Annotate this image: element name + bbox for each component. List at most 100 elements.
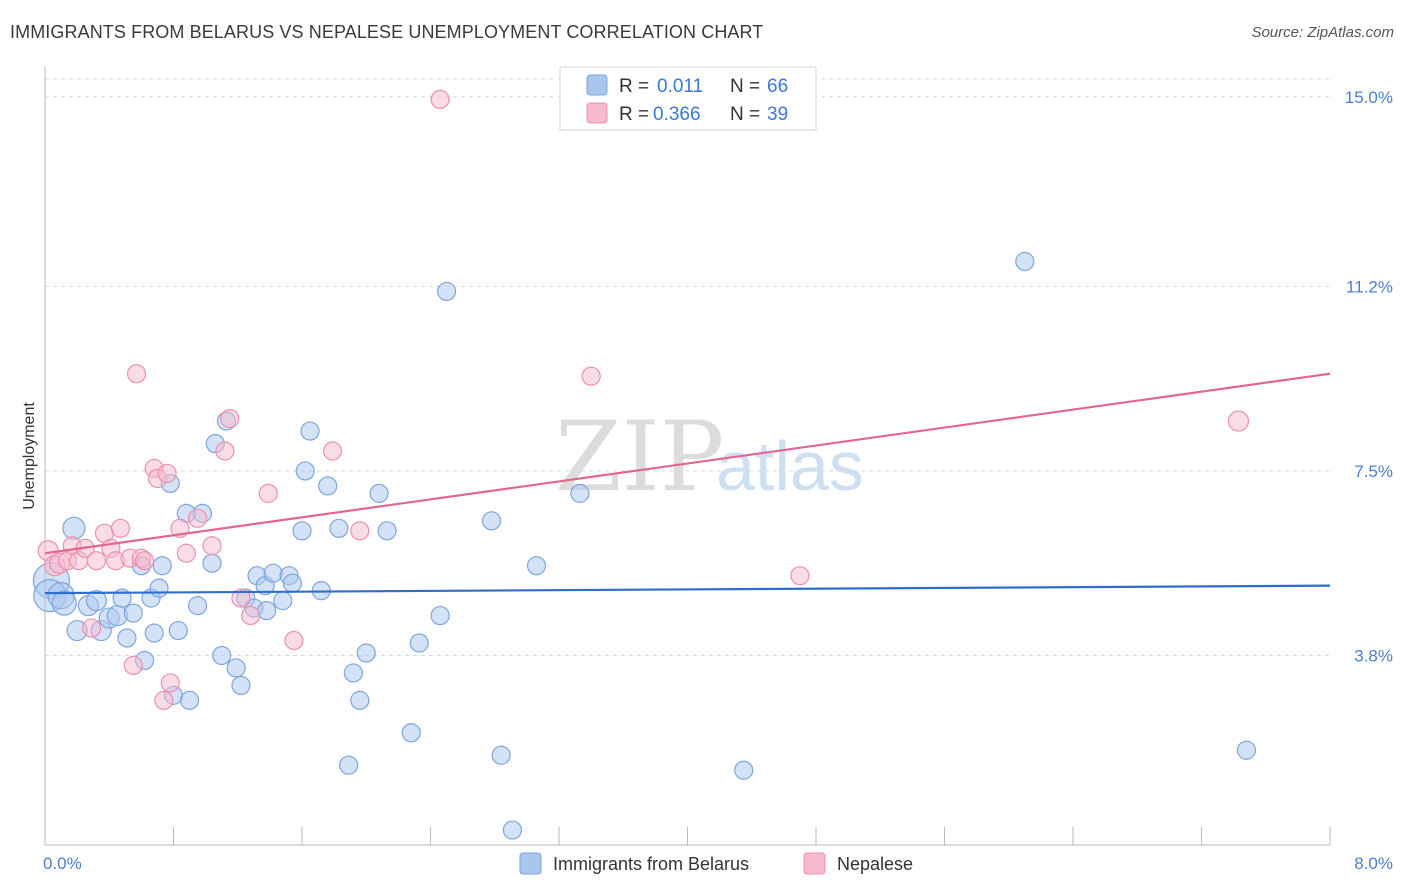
point-belarus-37 (257, 600, 277, 621)
point-nepalese-31 (258, 483, 278, 503)
legend-n-label-belarus: N = (730, 76, 760, 97)
point-belarus-64 (1015, 251, 1035, 272)
point-belarus-12 (117, 628, 137, 648)
point-nepalese-22 (160, 673, 180, 693)
point-belarus-39 (273, 591, 293, 611)
point-belarus-32 (231, 675, 251, 696)
point-belarus-18 (149, 578, 169, 598)
legend-n-label-nepalese: N = (730, 104, 760, 125)
point-belarus-50 (350, 690, 370, 710)
legend-swatch-nepalese (586, 102, 608, 124)
point-belarus-56 (430, 605, 450, 626)
point-belarus-55 (409, 633, 429, 653)
point-belarus-53 (377, 521, 397, 541)
point-nepalese-8 (86, 551, 107, 571)
point-belarus-47 (329, 518, 349, 538)
point-belarus-31 (226, 658, 246, 678)
point-belarus-13 (123, 603, 143, 623)
point-belarus-3 (51, 590, 77, 616)
x-tick-labels: 0.0% 8.0% (43, 854, 1393, 873)
point-belarus-27 (202, 553, 222, 573)
point-belarus-29 (212, 645, 232, 666)
point-belarus-49 (343, 663, 363, 683)
point-belarus-57 (436, 281, 457, 302)
watermark-atlas: atlas (716, 427, 864, 505)
y-tick-label-3: 15.0% (1345, 88, 1393, 107)
point-nepalese-29 (231, 588, 251, 608)
point-nepalese-33 (322, 441, 343, 461)
point-belarus-58 (481, 511, 502, 531)
legend-r-label-nepalese: R = (619, 104, 649, 125)
legend-r-label-belarus: R = (619, 76, 649, 97)
point-nepalese-35 (430, 89, 450, 110)
point-nepalese-24 (176, 543, 196, 563)
point-nepalese-38 (1227, 410, 1250, 432)
chart-title: IMMIGRANTS FROM BELARUS VS NEPALESE UNEM… (10, 22, 764, 42)
point-belarus-17 (144, 623, 164, 643)
point-belarus-25 (187, 596, 208, 616)
series-nepalese-points (37, 89, 1250, 710)
legend-swatch-belarus (586, 74, 608, 96)
point-nepalese-14 (123, 655, 143, 676)
axes (44, 67, 1331, 846)
point-belarus-19 (152, 556, 172, 576)
legend-n-value-belarus: 66 (767, 76, 788, 97)
legend-r-value-nepalese: 0.366 (653, 104, 701, 125)
point-belarus-38 (263, 563, 283, 583)
bottom-legend-swatch-nepalese (803, 852, 826, 875)
point-nepalese-36 (581, 366, 601, 386)
point-belarus-4 (62, 516, 86, 540)
point-belarus-43 (295, 461, 315, 481)
y-tick-label-0: 3.8% (1354, 646, 1393, 665)
point-nepalese-25 (187, 508, 208, 528)
point-belarus-62 (570, 483, 590, 503)
grid-lines (45, 78, 1330, 656)
point-belarus-60 (502, 820, 523, 840)
point-belarus-48 (338, 755, 359, 775)
point-nepalese-20 (154, 690, 174, 710)
y-tick-labels: 3.8% 7.5% 11.2% 15.0% (1345, 88, 1393, 666)
point-belarus-54 (401, 723, 421, 743)
point-belarus-61 (526, 556, 547, 576)
bottom-legend: Immigrants from Belarus Nepalese (519, 852, 913, 875)
point-nepalese-27 (215, 441, 235, 461)
point-nepalese-15 (126, 364, 147, 384)
point-nepalese-37 (790, 566, 810, 586)
legend-n-value-nepalese: 39 (767, 104, 788, 125)
point-belarus-42 (292, 521, 312, 541)
point-belarus-44 (300, 421, 320, 441)
point-belarus-59 (491, 745, 511, 765)
x-tick-label-1: 8.0% (1354, 854, 1393, 873)
point-belarus-24 (179, 690, 200, 710)
top-legend: R = 0.011 N = 66 R = 0.366 N = 39 (559, 66, 817, 131)
x-tick-label-0: 0.0% (43, 854, 82, 873)
watermark: ZIP atlas (555, 401, 864, 513)
point-belarus-41 (282, 573, 302, 593)
bottom-legend-label-nepalese: Nepalese (837, 854, 913, 874)
y-tick-label-2: 11.2% (1346, 277, 1393, 296)
bottom-legend-label-belarus: Immigrants from Belarus (553, 854, 749, 874)
point-nepalese-12 (110, 518, 131, 538)
trend-line-belarus (44, 584, 1331, 595)
point-nepalese-17 (134, 551, 155, 571)
point-belarus-7 (85, 590, 108, 612)
point-belarus-51 (356, 643, 376, 663)
legend-r-value-belarus: 0.011 (657, 76, 703, 97)
bottom-legend-swatch-belarus (519, 852, 542, 875)
point-nepalese-7 (81, 618, 102, 638)
point-nepalese-28 (220, 408, 240, 429)
trend-line-nepalese (44, 372, 1331, 555)
point-belarus-22 (168, 620, 188, 641)
source-label: Source: ZipAtlas.com (1251, 24, 1394, 41)
trend-lines (44, 372, 1331, 595)
point-belarus-46 (318, 476, 338, 496)
point-nepalese-21 (157, 463, 177, 484)
point-nepalese-26 (202, 536, 222, 556)
point-nepalese-30 (241, 605, 261, 626)
point-nepalese-34 (350, 521, 370, 541)
point-belarus-52 (369, 483, 389, 503)
point-belarus-63 (734, 760, 754, 780)
point-nepalese-32 (284, 630, 304, 651)
point-belarus-65 (1236, 740, 1257, 760)
